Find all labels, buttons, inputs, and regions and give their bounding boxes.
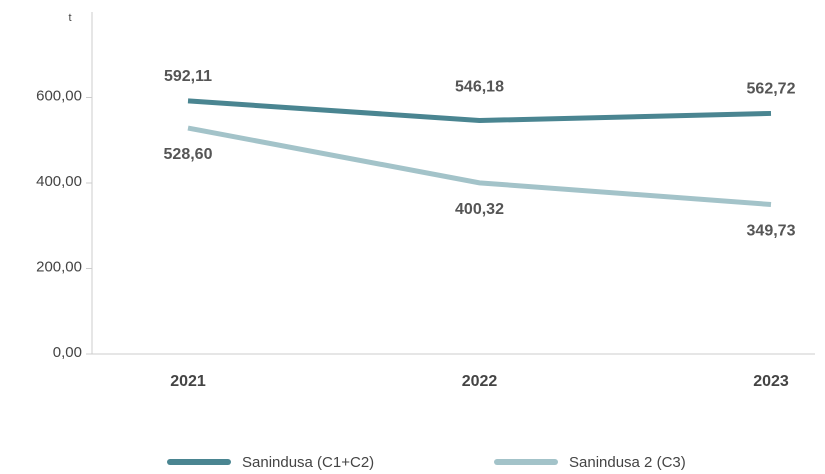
- x-tick-label: 2021: [170, 373, 206, 390]
- y-axis-label: t: [68, 12, 71, 24]
- data-label: 592,11: [164, 68, 212, 85]
- data-label: 562,72: [747, 81, 796, 98]
- data-label: 400,32: [455, 201, 504, 218]
- data-label: 349,73: [747, 223, 796, 240]
- legend-label: Sanindusa 2 (C3): [569, 454, 686, 471]
- y-tick-label: 400,00: [36, 173, 82, 190]
- x-tick-label: 2023: [753, 373, 789, 390]
- line: [187, 98, 772, 124]
- y-tick-label: 0,00: [53, 344, 82, 361]
- x-tick-label: 2022: [462, 373, 498, 390]
- line: [187, 125, 772, 207]
- data-label: 528,60: [164, 146, 213, 163]
- y-tick-label: 200,00: [36, 258, 82, 275]
- data-label: 546,18: [455, 79, 504, 96]
- legend-label: Sanindusa (C1+C2): [242, 454, 374, 471]
- y-tick-label: 600,00: [36, 87, 82, 104]
